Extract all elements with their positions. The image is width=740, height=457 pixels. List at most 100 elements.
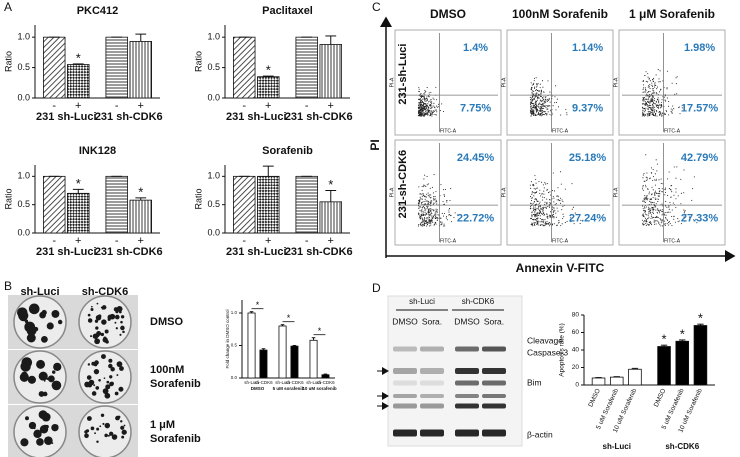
event-dot: [654, 179, 656, 181]
event-dot: [652, 80, 655, 83]
event-dot: [664, 99, 666, 101]
event-dot: [559, 200, 561, 202]
colony-row-label: 100nM: [150, 364, 184, 376]
event-dot: [426, 98, 428, 100]
event-dot: [536, 100, 538, 102]
event-dot: [419, 115, 421, 117]
event-dot: [547, 80, 549, 82]
event-dot: [423, 214, 425, 216]
event-dot: [434, 213, 436, 215]
event-dot: [558, 220, 560, 222]
event-dot: [537, 97, 539, 99]
event-dot: [647, 98, 649, 100]
event-dot: [555, 212, 557, 214]
event-dot: [531, 215, 533, 217]
event-dot: [670, 189, 672, 191]
event-dot: [691, 199, 693, 201]
event-dot: [654, 173, 656, 175]
event-dot: [660, 88, 662, 90]
event-dot: [530, 202, 532, 204]
event-dot: [666, 70, 669, 72]
event-dot: [678, 220, 680, 222]
event-dot: [570, 217, 572, 219]
event-dot: [538, 106, 540, 108]
event-dot: [652, 101, 654, 103]
colony: [121, 429, 127, 435]
colony: [106, 422, 109, 425]
x-tick-label: -: [52, 100, 56, 112]
event-dot: [422, 109, 424, 112]
event-dot: [651, 82, 653, 84]
colony: [51, 423, 59, 432]
blot-band: [420, 403, 444, 409]
event-dot: [648, 77, 650, 79]
event-dot: [644, 87, 646, 89]
event-dot: [643, 215, 645, 217]
colony: [109, 313, 116, 320]
event-dot: [648, 206, 650, 208]
event-dot: [540, 91, 542, 93]
event-dot: [676, 76, 678, 78]
colony: [39, 425, 49, 434]
event-dot: [537, 95, 539, 97]
event-dot: [649, 99, 651, 101]
event-dot: [668, 205, 670, 207]
event-dot: [423, 114, 425, 116]
event-dot: [546, 198, 548, 200]
event-dot: [659, 81, 661, 83]
event-dot: [666, 194, 669, 196]
event-dot: [660, 222, 662, 224]
event-dot: [644, 199, 646, 201]
event-dot: [642, 208, 644, 210]
event-dot: [547, 111, 549, 113]
event-dot: [561, 209, 563, 211]
event-dot: [535, 178, 537, 180]
colony: [114, 314, 120, 320]
event-dot: [666, 111, 668, 113]
colony: [84, 433, 89, 439]
blot-band-label: β-actin: [527, 429, 553, 439]
event-dot: [656, 198, 658, 200]
event-dot: [427, 103, 429, 105]
event-dot: [666, 97, 668, 99]
event-dot: [425, 104, 427, 107]
event-dot: [652, 197, 654, 199]
event-dot: [550, 194, 552, 196]
event-dot: [642, 222, 644, 224]
event-dot: [435, 109, 438, 111]
event-dot: [428, 111, 431, 113]
event-dot: [420, 113, 422, 115]
event-dot: [648, 224, 650, 226]
event-dot: [427, 203, 429, 205]
event-dot: [661, 209, 663, 211]
event-dot: [651, 104, 653, 106]
event-dot: [430, 208, 432, 210]
y-axis-label: Ratio: [3, 188, 13, 209]
event-dot: [651, 207, 653, 209]
bar: [290, 345, 299, 379]
event-dot: [421, 195, 423, 197]
event-dot: [541, 100, 543, 102]
event-dot: [644, 180, 646, 182]
event-dot: [421, 209, 423, 211]
event-dot: [536, 213, 538, 215]
x-tick-label: +: [328, 100, 334, 112]
event-dot: [424, 114, 426, 116]
y-tick-label: 0.0: [207, 92, 220, 102]
event-dot: [421, 222, 423, 224]
event-dot: [535, 222, 537, 224]
event-dot: [530, 115, 532, 117]
event-dot: [656, 99, 658, 101]
event-dot: [433, 197, 435, 199]
event-dot: [665, 217, 667, 219]
event-dot: [420, 217, 422, 219]
event-dot: [648, 193, 650, 195]
event-dot: [539, 114, 541, 116]
colony: [46, 322, 54, 330]
flow-plot: [394, 29, 502, 136]
event-dot: [664, 220, 666, 222]
event-dot: [540, 95, 542, 97]
event-dot: [533, 95, 535, 97]
event-dot: [533, 191, 535, 194]
